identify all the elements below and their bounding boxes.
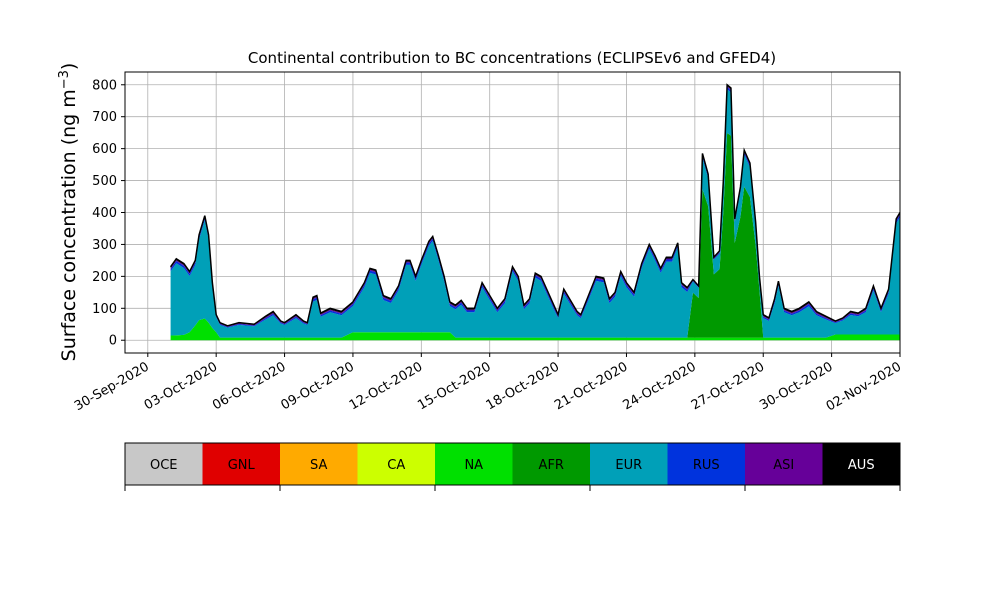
y-tick-label: 200 — [92, 270, 117, 285]
total-outline — [169, 83, 901, 327]
area-na — [170, 318, 901, 341]
legend-frame — [124, 442, 901, 486]
x-tick-label: 03-Oct-2020 — [142, 359, 220, 413]
y-tick-label: 0 — [109, 334, 117, 349]
legend-label-ca: CA — [387, 458, 405, 473]
legend-label-oce: OCE — [150, 458, 178, 473]
legend-swatch-sa — [280, 443, 358, 485]
area-afr — [170, 132, 901, 338]
y-tick-label: 100 — [92, 302, 117, 317]
y-tick-label: 300 — [92, 238, 117, 253]
series-layer — [169, 83, 901, 341]
legend-swatch-gnl — [202, 443, 280, 485]
x-tick-label: 06-Oct-2020 — [210, 359, 288, 413]
x-tick-label: 21-Oct-2020 — [552, 359, 630, 413]
legend-swatch-afr — [512, 443, 590, 485]
x-tick-label: 12-Oct-2020 — [347, 359, 425, 413]
x-tick-label: 02-Nov-2020 — [824, 359, 904, 414]
x-tick-label: 09-Oct-2020 — [279, 359, 357, 413]
y-tick-label: 500 — [92, 174, 117, 189]
x-tick-label: 27-Oct-2020 — [689, 359, 767, 413]
legend-swatch-eur — [590, 443, 668, 485]
y-axis-label: Surface concentration (ng m−3) — [57, 63, 80, 362]
legend-colorbar: OCE GNL SA CA NA AFR EUR RUS ASI AUS — [124, 442, 901, 491]
legend-swatch-rus — [667, 443, 745, 485]
legend-swatch-aus — [822, 443, 900, 485]
x-tick-label: 30-Oct-2020 — [757, 359, 835, 413]
plot-area: 0 100 200 300 400 500 600 700 800 30-Sep-202003-… — [72, 71, 904, 414]
y-axis: 0 100 200 300 400 500 600 700 800 — [92, 78, 125, 349]
x-tick-label: 18-Oct-2020 — [484, 359, 562, 413]
legend-label-na: NA — [464, 458, 483, 473]
legend-label-eur: EUR — [615, 458, 642, 473]
legend-swatch-oce — [125, 443, 203, 485]
y-tick-label: 400 — [92, 206, 117, 221]
legend-label-asi: ASI — [773, 458, 794, 473]
y-tick-label: 700 — [92, 110, 117, 125]
legend-label-aus: AUS — [848, 458, 875, 473]
x-axis: 30-Sep-202003-Oct-202006-Oct-202009-Oct-… — [72, 353, 904, 414]
legend-label-sa: SA — [310, 458, 327, 473]
y-tick-label: 800 — [92, 78, 117, 93]
legend-swatch-na — [435, 443, 513, 485]
legend-label-rus: RUS — [693, 458, 720, 473]
x-tick-label: 15-Oct-2020 — [415, 359, 493, 413]
legend-label-afr: AFR — [539, 458, 564, 473]
legend-swatch-asi — [745, 443, 823, 485]
legend-swatch-ca — [357, 443, 435, 485]
x-tick-label: 24-Oct-2020 — [620, 359, 698, 413]
chart-title: Continental contribution to BC concentra… — [248, 49, 776, 67]
y-tick-label: 600 — [92, 142, 117, 157]
legend-label-gnl: GNL — [228, 458, 256, 473]
x-tick-label: 30-Sep-2020 — [72, 359, 152, 414]
